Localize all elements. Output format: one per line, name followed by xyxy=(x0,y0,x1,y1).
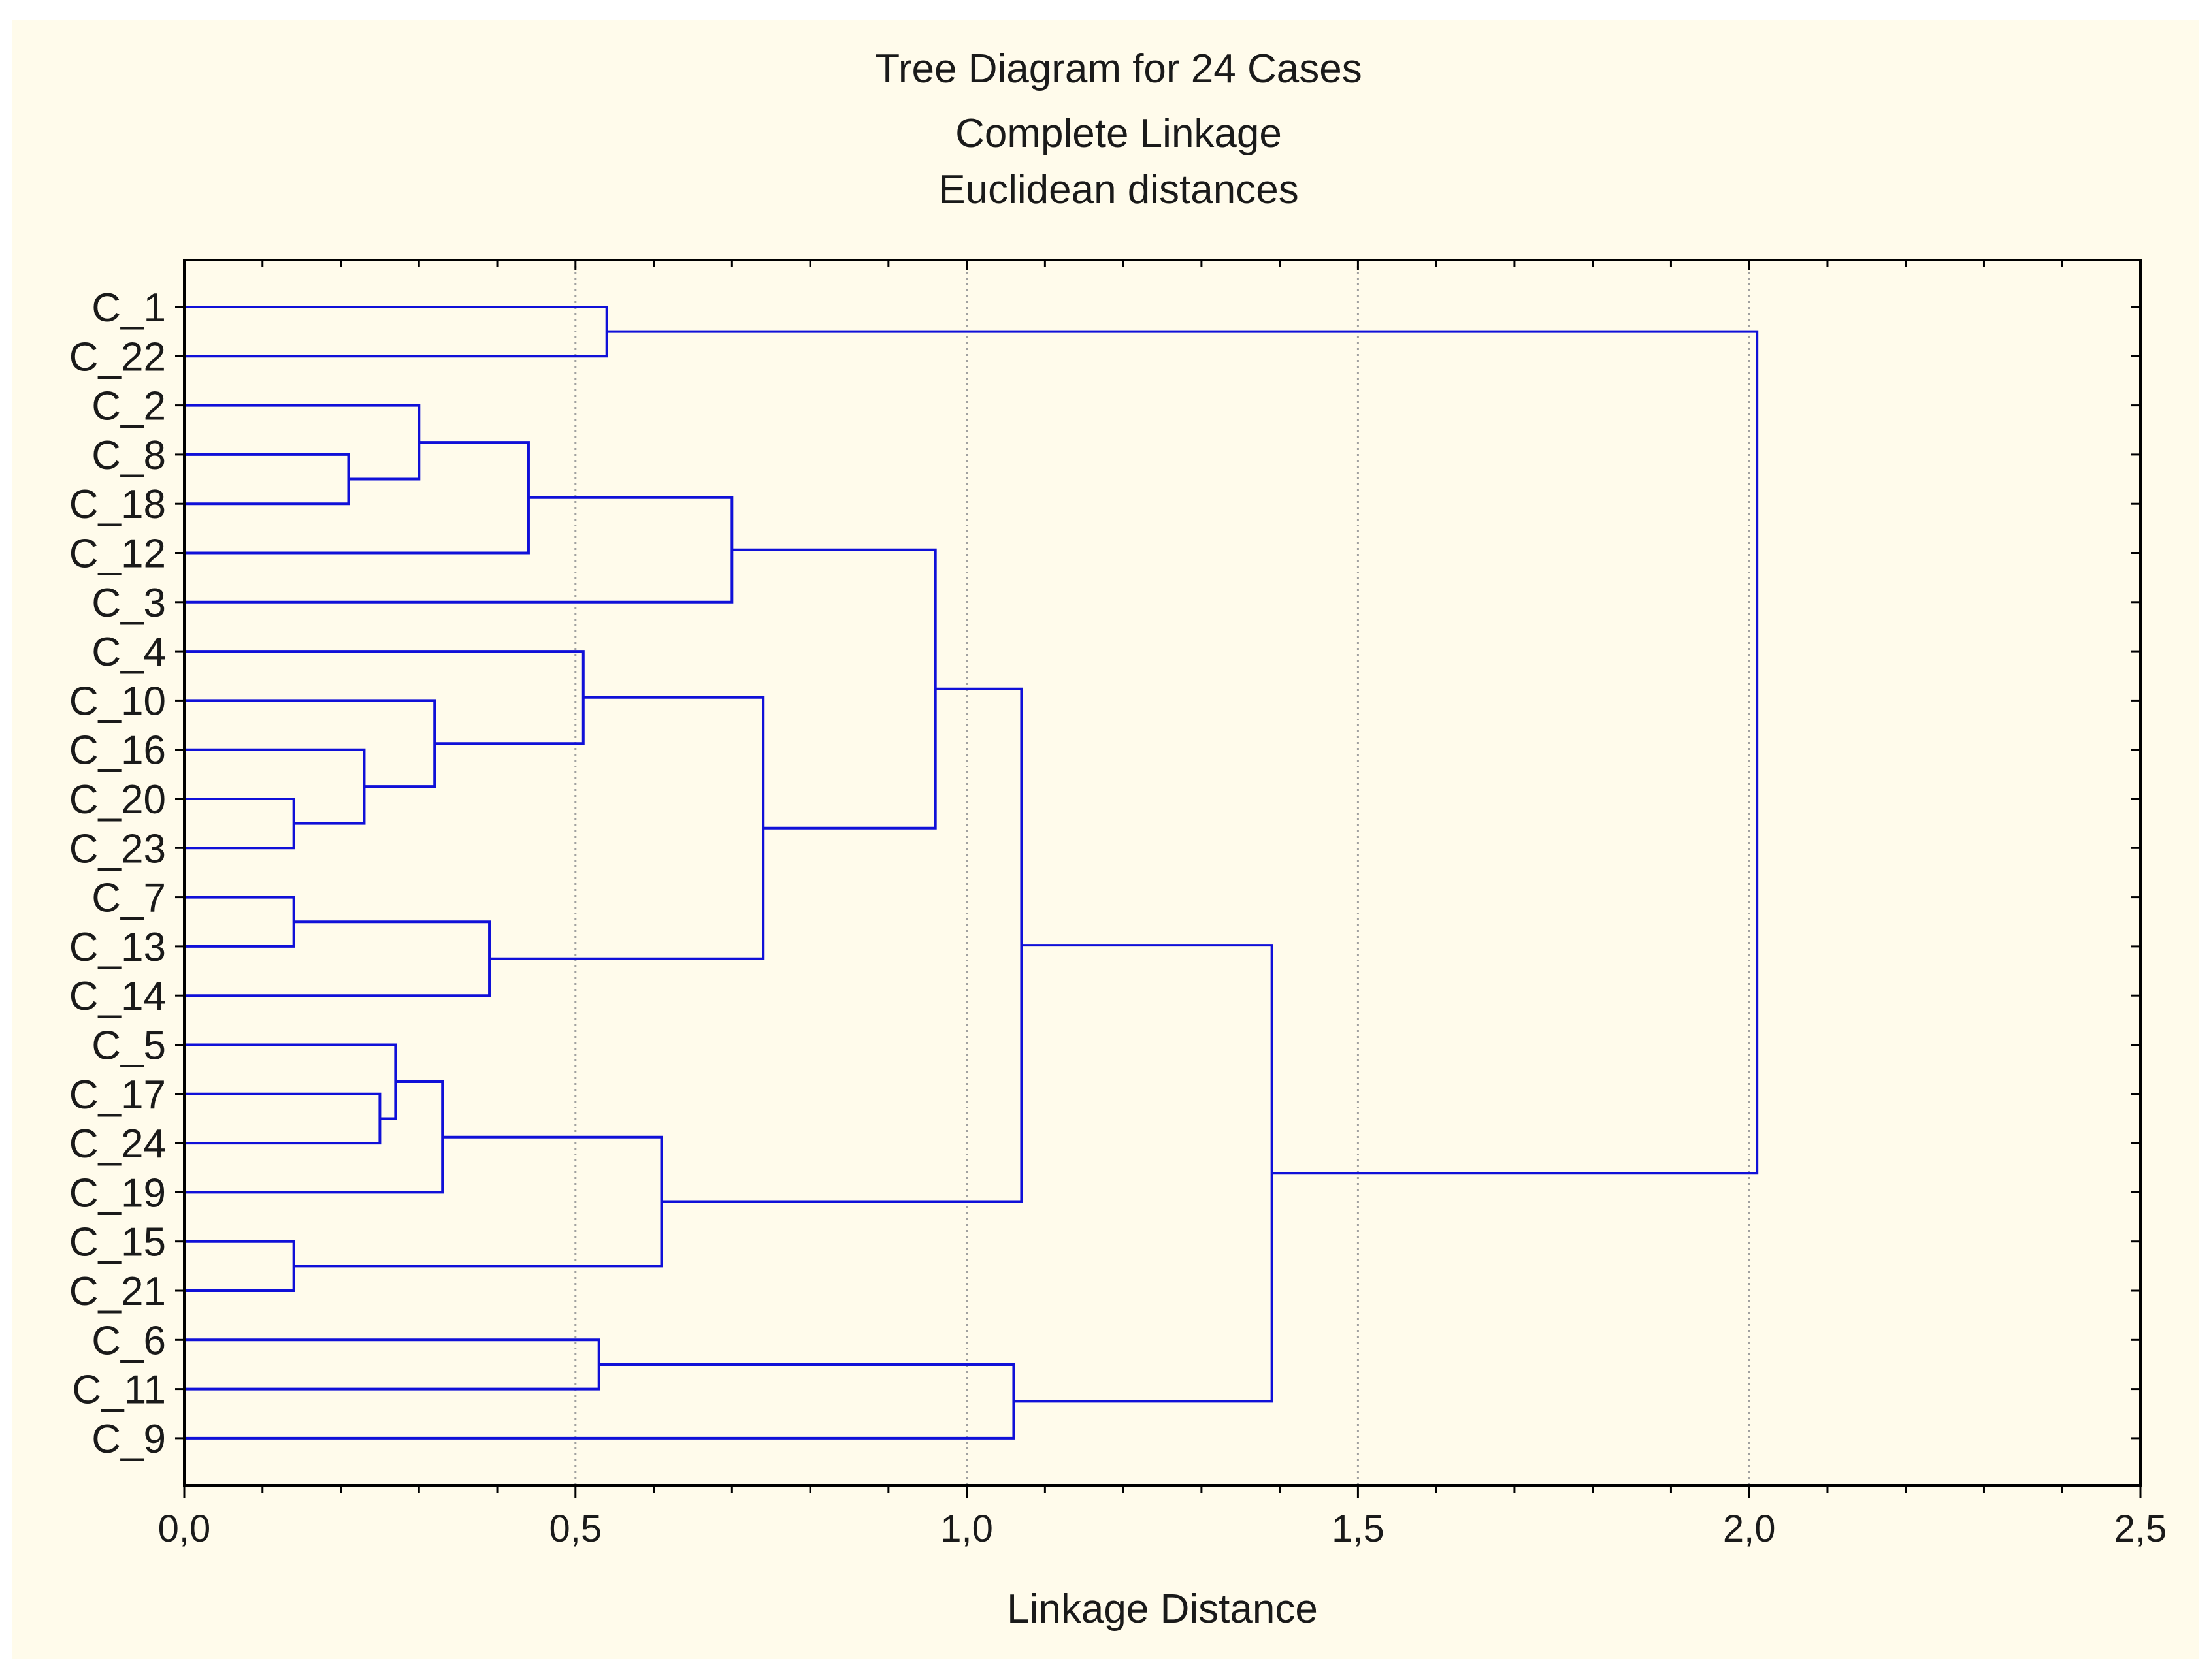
chart-subtitle-distance: Euclidean distances xyxy=(938,167,1298,212)
case-label: C_10 xyxy=(69,679,166,724)
dendrogram-link xyxy=(184,1043,397,1120)
dendrogram-link xyxy=(184,453,350,506)
x-axis-label: Linkage Distance xyxy=(1007,1587,1318,1632)
chart-title: Tree Diagram for 24 Cases xyxy=(875,46,1362,91)
chart-panel: Tree Diagram for 24 Cases Complete Linka… xyxy=(12,20,2199,1659)
dendrogram-link xyxy=(184,496,734,604)
dendrogram-link xyxy=(184,1338,600,1391)
dendrogram-link xyxy=(293,1135,663,1268)
case-label: C_7 xyxy=(91,876,166,921)
dendrogram-link xyxy=(184,1092,382,1145)
case-labels: C_1C_22C_2C_8C_18C_12C_3C_4C_10C_16C_20C… xyxy=(69,285,166,1462)
case-label: C_1 xyxy=(91,285,166,331)
case-label: C_13 xyxy=(69,925,166,970)
case-label: C_15 xyxy=(69,1220,166,1265)
dendrogram-link xyxy=(661,687,1023,1203)
dendrogram-link xyxy=(184,748,366,825)
case-label: C_23 xyxy=(69,826,166,871)
case-label: C_16 xyxy=(69,728,166,773)
grid-layer xyxy=(574,260,1750,1485)
case-label: C_12 xyxy=(69,532,166,577)
case-label: C_9 xyxy=(91,1417,166,1462)
x-tick-label: 2,5 xyxy=(2114,1508,2167,1550)
dendrogram-link xyxy=(184,404,421,481)
dendrogram-link xyxy=(489,696,765,960)
dendrogram-link xyxy=(184,896,295,948)
x-tick-label: 2,0 xyxy=(1723,1508,1776,1550)
case-label: C_24 xyxy=(69,1122,166,1167)
dendrogram-link xyxy=(1013,944,1273,1403)
case-label: C_18 xyxy=(69,482,166,527)
case-label: C_8 xyxy=(91,433,166,478)
case-label: C_20 xyxy=(69,777,166,822)
dendrogram-link xyxy=(184,798,295,850)
dendrogram-link xyxy=(184,650,585,745)
dendrogram-link xyxy=(184,1240,295,1292)
dendrogram-links xyxy=(184,306,1759,1440)
case-label: C_4 xyxy=(91,630,166,675)
x-tick-label: 1,5 xyxy=(1332,1508,1384,1550)
case-label: C_2 xyxy=(91,384,166,429)
dendrogram-link xyxy=(184,1080,444,1194)
case-label: C_6 xyxy=(91,1318,166,1363)
dendrogram-link xyxy=(184,306,608,358)
case-label: C_22 xyxy=(69,334,166,380)
x-tick-label: 0,0 xyxy=(158,1508,211,1550)
dendrogram-chart: Tree Diagram for 24 Cases Complete Linka… xyxy=(69,46,2167,1632)
case-label: C_5 xyxy=(91,1024,166,1069)
case-label: C_17 xyxy=(69,1073,166,1118)
case-label: C_11 xyxy=(72,1368,166,1413)
case-label: C_3 xyxy=(91,581,166,626)
case-label: C_14 xyxy=(69,974,166,1019)
x-tick-label: 1,0 xyxy=(940,1508,993,1550)
x-tick-labels: 0,0 0,5 1,0 1,5 2,0 2,5 xyxy=(158,1508,2167,1550)
chart-subtitle: Complete Linkage xyxy=(955,111,1282,156)
dendrogram-link xyxy=(184,441,530,555)
plot-frame xyxy=(183,259,2142,1487)
case-label: C_21 xyxy=(69,1269,166,1314)
dendrogram-link xyxy=(184,920,491,997)
case-label: C_19 xyxy=(69,1171,166,1216)
x-tick-label: 0,5 xyxy=(549,1508,602,1550)
minor-ticks xyxy=(175,260,2142,1498)
dendrogram-link xyxy=(606,330,1759,1175)
dendrogram-link xyxy=(184,699,436,788)
